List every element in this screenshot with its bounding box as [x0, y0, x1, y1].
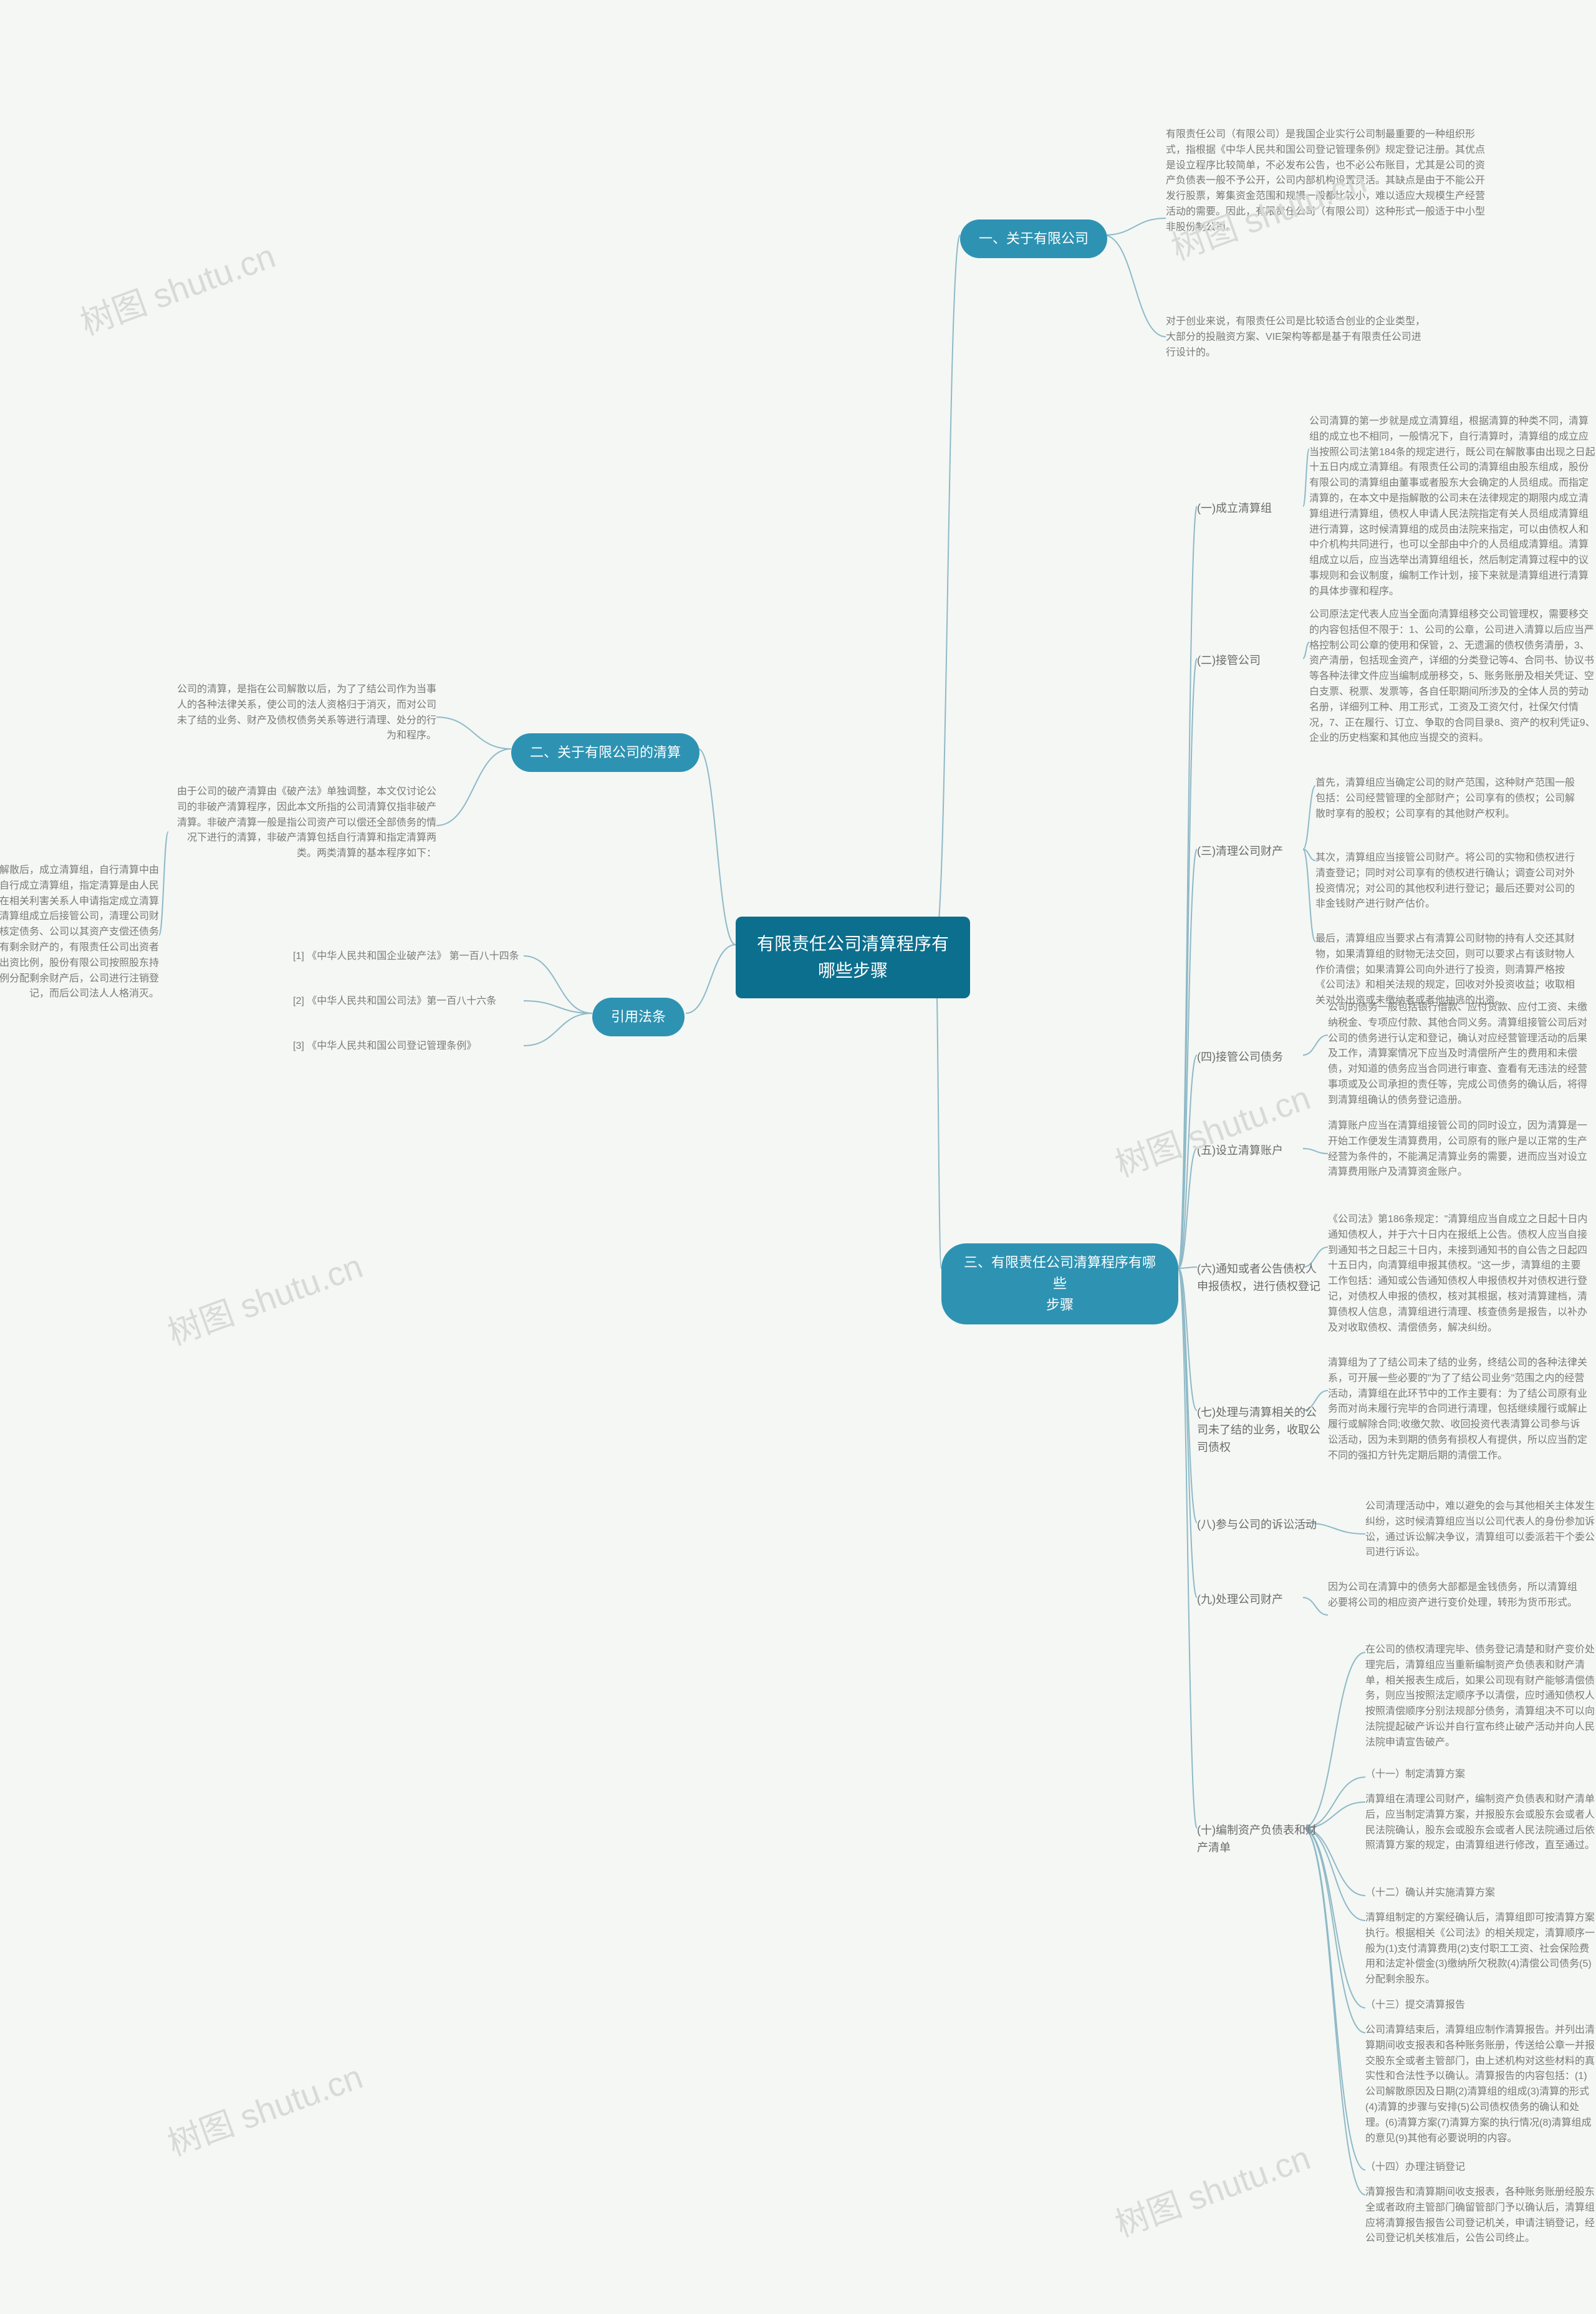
- step-10-leaf-3: 清算组在清理公司财产，编制资产负债表和财产清单后，应当制定清算方案，并报股东会或…: [1365, 1790, 1596, 1856]
- branch-1-leaf-1: 有限责任公司（有限公司）是我国企业实行公司制最重要的一种组织形式，指根据《中华人…: [1166, 125, 1490, 238]
- step-10-leaf-4: （十二）确认并实施清算方案: [1365, 1883, 1495, 1904]
- step-6-leaf: 《公司法》第186条规定："清算组应当自成立之日起十日内通知债权人，并于六十日内…: [1328, 1210, 1590, 1338]
- step-2-label: (二)接管公司: [1197, 651, 1261, 671]
- step-1-leaf: 公司清算的第一步就是成立清算组，根据清算的种类不同，清算组的成立也不相同，一般情…: [1309, 412, 1596, 602]
- step-3-leaf-2: 其次，清算组应当接管公司财产。将公司的实物和债权进行清查登记；同时对公司享有的债…: [1315, 848, 1577, 915]
- step-3-leaf-1: 首先，清算组应当确定公司的财产范围，这种财产范围一般包括：公司经营管理的全部财产…: [1315, 773, 1577, 824]
- step-10-leaf-6: （十三）提交清算报告: [1365, 1995, 1465, 2016]
- step-6-label: (六)通知或者公告债权人申报债权，进行债权登记: [1197, 1260, 1322, 1297]
- branch-2-leaf-2: 由于公司的破产清算由《破产法》单独调整，本文仅讨论公司的非破产清算程序，因此本文…: [168, 782, 436, 864]
- step-10-leaf-7: 公司清算结束后，清算组应制作清算报告。并列出清算期间收支报表和各种账务账册，传送…: [1365, 2020, 1596, 2149]
- step-10-label: (十)编制资产负债表和财产清单: [1197, 1821, 1322, 1858]
- step-8-leaf: 公司清理活动中，难以避免的会与其他相关主体发生纠纷，这时候清算组应当以公司代表人…: [1365, 1497, 1596, 1563]
- branch-2-leaf-3: 公司解散后，成立清算组，自行清算中由公司自行成立清算组，指定清算是由人民法院在相…: [0, 861, 159, 1005]
- step-9-label: (九)处理公司财产: [1197, 1590, 1283, 1610]
- watermark: 树图 shutu.cn: [160, 1238, 368, 1354]
- step-7-leaf: 清算组为了了结公司未了结的业务，终结公司的各种法律关系，可开展一些必要的"为了了…: [1328, 1353, 1590, 1467]
- branch-4: 三、有限责任公司清算程序有哪些步骤: [941, 1243, 1178, 1324]
- watermark: 树图 shutu.cn: [1107, 1070, 1315, 1186]
- branch-1: 一、关于有限公司: [960, 219, 1107, 258]
- branch-2-leaf-1: 公司的清算，是指在公司解散以后，为了了结公司作为当事人的各种法律关系，使公司的法…: [168, 680, 436, 746]
- root-node: 有限责任公司清算程序有哪些步骤: [736, 917, 970, 998]
- step-3-label: (三)清理公司财产: [1197, 842, 1283, 862]
- branch-3-leaf-2: [2] 《中华人民共和国公司法》第一百八十六条: [293, 991, 496, 1012]
- step-10-leaf-9: 清算报告和清算期间收支报表，各种账务账册经股东全或者政府主管部门确留管部门予以确…: [1365, 2182, 1596, 2249]
- step-4-leaf: 公司的债务一般包括银行借款、应付货款、应付工资、未缴纳税金、专项应付款、其他合同…: [1328, 998, 1590, 1111]
- step-10-leaf-8: （十四）办理注销登记: [1365, 2157, 1465, 2178]
- branch-2: 二、关于有限公司的清算: [511, 733, 699, 772]
- step-8-label: (八)参与公司的诉讼活动: [1197, 1515, 1317, 1535]
- step-7-label: (七)处理与清算相关的公司未了结的业务，收取公司债权: [1197, 1403, 1322, 1458]
- watermark: 树图 shutu.cn: [1107, 2130, 1315, 2246]
- branch-1-leaf-2: 对于创业来说，有限责任公司是比较适合创业的企业类型，大部分的投融资方案、VIE架…: [1166, 312, 1428, 363]
- step-2-leaf: 公司原法定代表人应当全面向清算组移交公司管理权，需要移交的内容包括但不限于：1、…: [1309, 605, 1596, 749]
- step-4-label: (四)接管公司债务: [1197, 1048, 1283, 1068]
- branch-3-leaf-3: [3] 《中华人民共和国公司登记管理条例》: [293, 1036, 476, 1057]
- watermark: 树图 shutu.cn: [72, 228, 281, 344]
- branch-3-leaf-1: [1] 《中华人民共和国企业破产法》 第一百八十四条: [293, 947, 519, 967]
- watermark: 树图 shutu.cn: [160, 2049, 368, 2165]
- branch-3: 引用法条: [592, 998, 685, 1036]
- step-10-leaf-5: 清算组制定的方案经确认后，清算组即可按清算方案执行。根据相关《公司法》的相关规定…: [1365, 1908, 1596, 1990]
- step-10-leaf-1: 在公司的债权清理完毕、债务登记清楚和财产变价处理完后，清算组应当重新编制资产负债…: [1365, 1640, 1596, 1753]
- step-1-label: (一)成立清算组: [1197, 499, 1272, 519]
- step-5-leaf: 清算账户应当在清算组接管公司的同时设立，因为清算是一开始工作便发生清算费用，公司…: [1328, 1116, 1590, 1183]
- step-9-leaf: 因为公司在清算中的债务大部都是金钱债务，所以清算组必要将公司的相应资产进行变价处…: [1328, 1578, 1577, 1614]
- step-10-leaf-2: （十一）制定清算方案: [1365, 1765, 1465, 1785]
- step-5-label: (五)设立清算账户: [1197, 1141, 1283, 1161]
